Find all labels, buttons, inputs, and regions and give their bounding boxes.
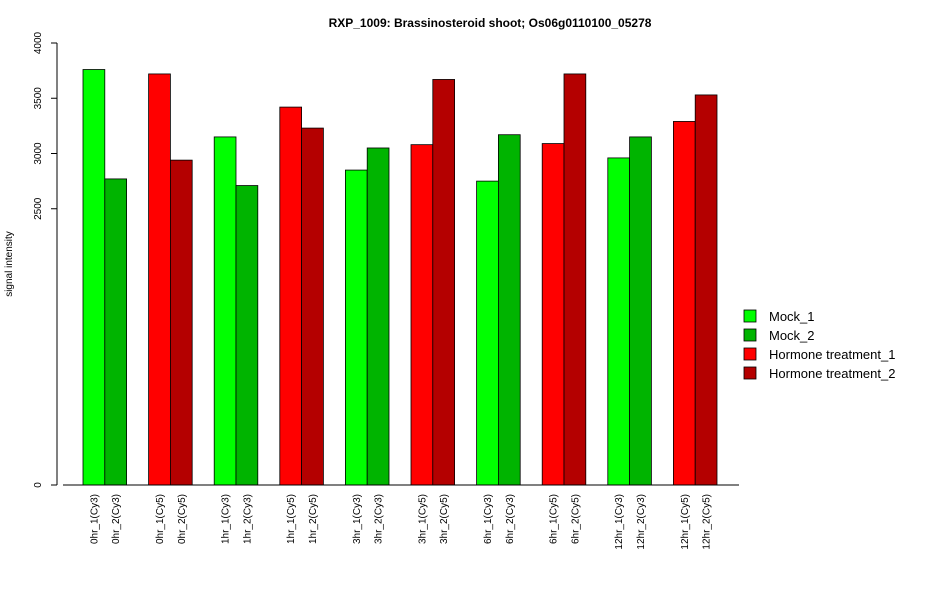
bar	[541, 143, 565, 486]
y-axis: 0 2500 3000 3500 4000	[33, 31, 58, 488]
bar	[476, 180, 499, 486]
category-label: 12hr_1(Cy3)	[614, 494, 625, 550]
bar	[213, 136, 237, 486]
bar	[673, 121, 696, 486]
bar	[366, 147, 390, 486]
bar	[629, 136, 652, 486]
category-label: 12hr_2(Cy3)	[636, 494, 647, 550]
category-label: 12hr_2(Cy5)	[702, 494, 713, 550]
y-tick-label: 3000	[33, 142, 44, 165]
bar	[104, 178, 128, 486]
category-label: 6hr_1(Cy5)	[549, 494, 560, 544]
legend-swatch	[743, 328, 757, 342]
category-label: 6hr_2(Cy3)	[505, 494, 516, 544]
bar	[344, 169, 368, 486]
category-label: 0hr_2(Cy3)	[111, 494, 122, 544]
chart-title: RXP_1009: Brassinosteroid shoot; Os06g01…	[329, 16, 652, 30]
bars	[82, 69, 718, 486]
bar	[235, 185, 259, 486]
legend-label: Hormone treatment_2	[769, 366, 895, 381]
bar	[563, 73, 587, 486]
category-label: 12hr_1(Cy5)	[680, 494, 691, 550]
bar	[82, 69, 106, 486]
legend-swatch	[743, 347, 757, 361]
bar	[301, 127, 324, 486]
y-tick-label: 4000	[33, 31, 44, 54]
legend-label: Hormone treatment_1	[769, 347, 895, 362]
bar	[497, 134, 521, 486]
y-tick-label: 2500	[33, 197, 44, 220]
bar	[410, 144, 434, 486]
category-label: 1hr_1(Cy3)	[221, 494, 232, 544]
y-axis-label: signal intensity	[4, 231, 15, 297]
bar	[279, 106, 302, 486]
category-label: 3hr_2(Cy5)	[439, 494, 450, 544]
legend-swatch	[743, 309, 757, 323]
legend-swatch	[743, 366, 757, 380]
category-label: 0hr_2(Cy5)	[177, 494, 188, 544]
bar	[432, 79, 455, 486]
category-label: 6hr_1(Cy3)	[483, 494, 494, 544]
category-label: 0hr_1(Cy5)	[155, 494, 166, 544]
category-label: 1hr_1(Cy5)	[286, 494, 297, 544]
category-label: 3hr_1(Cy3)	[352, 494, 363, 544]
legend-label: Mock_1	[769, 309, 815, 324]
bar	[694, 94, 718, 486]
bar	[607, 157, 630, 486]
category-label: 6hr_2(Cy5)	[570, 494, 581, 544]
legend-label: Mock_2	[769, 328, 815, 343]
category-label: 1hr_2(Cy5)	[308, 494, 319, 544]
category-label: 0hr_1(Cy3)	[89, 494, 100, 544]
category-label: 3hr_2(Cy3)	[374, 494, 385, 544]
bar	[169, 159, 193, 486]
category-label: 3hr_1(Cy5)	[417, 494, 428, 544]
category-labels: 0hr_1(Cy3) 0hr_2(Cy3) 0hr_1(Cy5) 0hr_2(Cy5)…	[89, 494, 712, 550]
y-tick-label: 0	[33, 482, 44, 488]
y-tick-label: 3500	[33, 87, 44, 110]
category-label: 1hr_2(Cy3)	[242, 494, 253, 544]
legend: Mock_1 Mock_2 Hormone treatment_1 Hormone t…	[743, 309, 895, 381]
bar	[148, 73, 171, 486]
